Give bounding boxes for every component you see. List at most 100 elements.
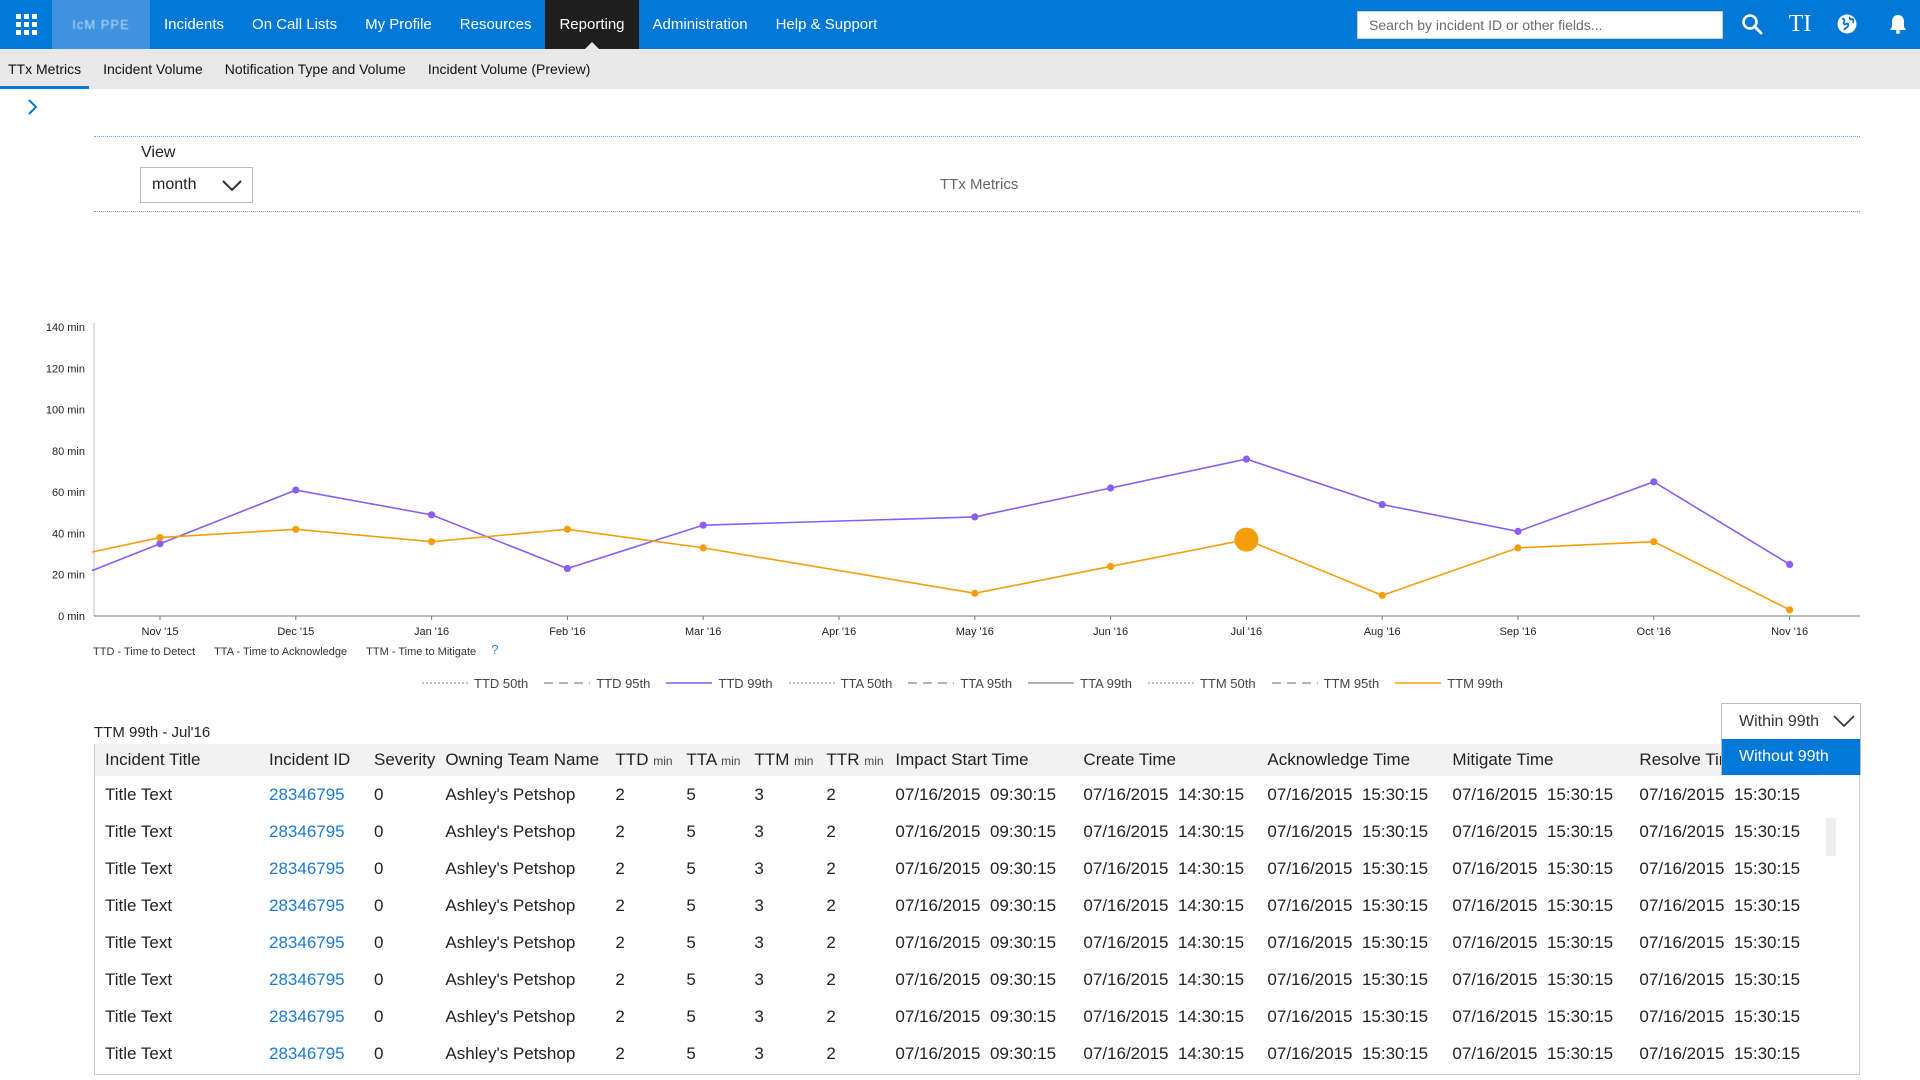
cell-impact-start-time: 07/16/2015 09:30:15: [895, 969, 1057, 989]
table-scrollbar[interactable]: [1826, 818, 1836, 856]
nav-item-my-profile[interactable]: My Profile: [365, 16, 432, 33]
nav-item-administration[interactable]: Administration: [652, 16, 748, 33]
column-header-label: Resolve Time: [1639, 750, 1743, 769]
data-point: [699, 544, 707, 552]
view-select-value: month: [152, 176, 197, 193]
tab-incident-volume[interactable]: Incident Volume: [103, 61, 203, 77]
x-tick-label: Aug '16: [1364, 626, 1401, 638]
cell-create-time: 07/16/2015 14:30:15: [1083, 895, 1245, 915]
column-header-ttm[interactable]: TTM min: [744, 744, 816, 776]
nav-item-resources[interactable]: Resources: [459, 16, 532, 33]
abbreviation-tta: TTA - Time to Acknowledge: [214, 646, 348, 658]
legend-item-ttd-95th[interactable]: TTD 95th: [542, 676, 650, 691]
cell-ttd: 2: [615, 821, 625, 841]
column-header-label: Owning Team Name: [445, 750, 600, 769]
cell-ttm: 3: [754, 821, 764, 841]
table-row[interactable]: Title Text 28346795 0 Ashley's Petshop 2 5 3 2 0…: [95, 1035, 1819, 1072]
table-row[interactable]: Title Text 28346795 0 Ashley's Petshop 2 5 3 2 0…: [95, 961, 1819, 998]
cell-tta: 5: [686, 821, 696, 841]
x-tick-label: Sep '16: [1500, 626, 1537, 638]
column-header-label: Severity: [374, 750, 436, 769]
legend-swatch: [1395, 682, 1442, 684]
column-header-impact-start-time[interactable]: Impact Start Time: [885, 744, 1073, 776]
nav-item-reporting[interactable]: Reporting: [545, 0, 639, 49]
help-icon[interactable]: ?: [491, 642, 499, 657]
search-input[interactable]: [1357, 11, 1723, 39]
legend-label: TTD 95th: [596, 675, 651, 691]
percentile-dropdown[interactable]: Within 99th Without 99th: [1721, 703, 1861, 775]
legend-item-ttm-50th[interactable]: TTM 50th: [1146, 676, 1256, 691]
legend-swatch: [666, 682, 713, 684]
table-row[interactable]: Title Text 28346795 0 Ashley's Petshop 2 5 3 2 0…: [95, 776, 1819, 813]
cell-create-time: 07/16/2015 14:30:15: [1083, 932, 1245, 952]
column-header-owning-team-name[interactable]: Owning Team Name: [435, 744, 605, 776]
legend-swatch: [544, 682, 591, 684]
cell-mitigate-time: 07/16/2015 15:30:15: [1452, 821, 1614, 841]
data-point: [156, 533, 164, 542]
cell-resolve-time: 07/16/2015 15:30:15: [1639, 932, 1801, 952]
tab-notification-type-and-volume[interactable]: Notification Type and Volume: [224, 61, 406, 77]
data-point: [428, 538, 436, 546]
table-row[interactable]: Title Text 28346795 0 Ashley's Petshop 2 5 3 2 0…: [95, 998, 1819, 1035]
cell-incident-title: Title Text: [105, 1043, 173, 1063]
nav-item-help-support[interactable]: Help & Support: [775, 16, 878, 33]
nav-item-incidents[interactable]: Incidents: [164, 16, 225, 33]
percentile-option-without-99th[interactable]: Without 99th: [1722, 739, 1860, 775]
column-header-tta[interactable]: TTA min: [676, 744, 744, 776]
incident-id-link[interactable]: 28346795: [269, 858, 345, 878]
ti-icon[interactable]: TI: [1786, 10, 1814, 38]
series-line-ttm-99th: [91, 528, 1790, 611]
incident-id-link[interactable]: 28346795: [269, 895, 345, 915]
column-header-mitigate-time[interactable]: Mitigate Time: [1442, 744, 1629, 776]
table-row[interactable]: Title Text 28346795 0 Ashley's Petshop 2 5 3 2 0…: [95, 924, 1819, 961]
waffle-icon[interactable]: [0, 0, 52, 49]
column-header-ttd[interactable]: TTD min: [605, 744, 676, 776]
table-row[interactable]: Title Text 28346795 0 Ashley's Petshop 2 5 3 2 0…: [95, 813, 1819, 850]
cell-mitigate-time: 07/16/2015 15:30:15: [1452, 1043, 1614, 1063]
bell-icon[interactable]: [1884, 10, 1912, 38]
column-header-label: Create Time: [1083, 750, 1177, 769]
legend-item-ttd-99th[interactable]: TTD 99th: [664, 676, 773, 691]
cell-tta: 5: [686, 895, 696, 915]
incident-id-link[interactable]: 28346795: [269, 784, 345, 804]
column-header-ttr[interactable]: TTR min: [816, 744, 885, 776]
legend-item-ttd-50th[interactable]: TTD 50th: [420, 676, 528, 691]
column-header-acknowledge-time[interactable]: Acknowledge Time: [1257, 744, 1442, 776]
incident-id-link[interactable]: 28346795: [269, 1043, 345, 1063]
percentile-selected[interactable]: Within 99th: [1722, 704, 1860, 739]
incident-id-link[interactable]: 28346795: [269, 969, 345, 989]
cell-ttd: 2: [615, 895, 625, 915]
cell-acknowledge-time: 07/16/2015 15:30:15: [1267, 858, 1429, 878]
table-row[interactable]: Title Text 28346795 0 Ashley's Petshop 2 5 3 2 0…: [95, 850, 1819, 887]
incident-id-link[interactable]: 28346795: [269, 1006, 345, 1026]
tab-ttx-metrics[interactable]: TTx Metrics: [0, 49, 90, 89]
cell-ttr: 2: [826, 895, 836, 915]
legend-item-ttm-99th[interactable]: TTM 99th: [1393, 676, 1503, 691]
column-header-severity[interactable]: Severity: [364, 744, 435, 776]
legend-item-tta-95th[interactable]: TTA 95th: [906, 676, 1012, 691]
cell-owning-team-name: Ashley's Petshop: [445, 969, 576, 989]
cell-resolve-time: 07/16/2015 15:30:15: [1639, 1043, 1801, 1063]
incident-id-link[interactable]: 28346795: [269, 821, 345, 841]
legend-item-tta-50th[interactable]: TTA 50th: [787, 676, 892, 691]
legend-item-tta-99th[interactable]: TTA 99th: [1026, 676, 1132, 691]
legend-item-ttm-95th[interactable]: TTM 95th: [1270, 676, 1379, 691]
x-tick-label: Jan '16: [414, 626, 449, 638]
cell-acknowledge-time: 07/16/2015 15:30:15: [1267, 1006, 1429, 1026]
column-header-incident-title[interactable]: Incident Title: [95, 744, 259, 776]
chevron-right-icon[interactable]: [24, 98, 42, 116]
column-header-create-time[interactable]: Create Time: [1073, 744, 1257, 776]
search-icon[interactable]: [1738, 10, 1766, 38]
table-row[interactable]: Title Text 28346795 0 Ashley's Petshop 2 5 3 2 0…: [95, 887, 1819, 924]
nav-item-on-call-lists[interactable]: On Call Lists: [252, 16, 338, 33]
incident-id-link[interactable]: 28346795: [269, 932, 345, 952]
column-header-resolve-time[interactable]: Resolve Time: [1629, 744, 1819, 776]
cell-acknowledge-time: 07/16/2015 15:30:15: [1267, 784, 1429, 804]
view-select[interactable]: month: [140, 167, 253, 203]
cell-ttr: 2: [826, 1006, 836, 1026]
tab-incident-volume-preview[interactable]: Incident Volume (Preview): [427, 61, 591, 77]
globe-icon[interactable]: [1833, 10, 1861, 38]
brand-logo[interactable]: IcM PPE: [52, 0, 150, 49]
cell-impact-start-time: 07/16/2015 09:30:15: [895, 821, 1057, 841]
column-header-incident-id[interactable]: Incident ID: [259, 744, 364, 776]
